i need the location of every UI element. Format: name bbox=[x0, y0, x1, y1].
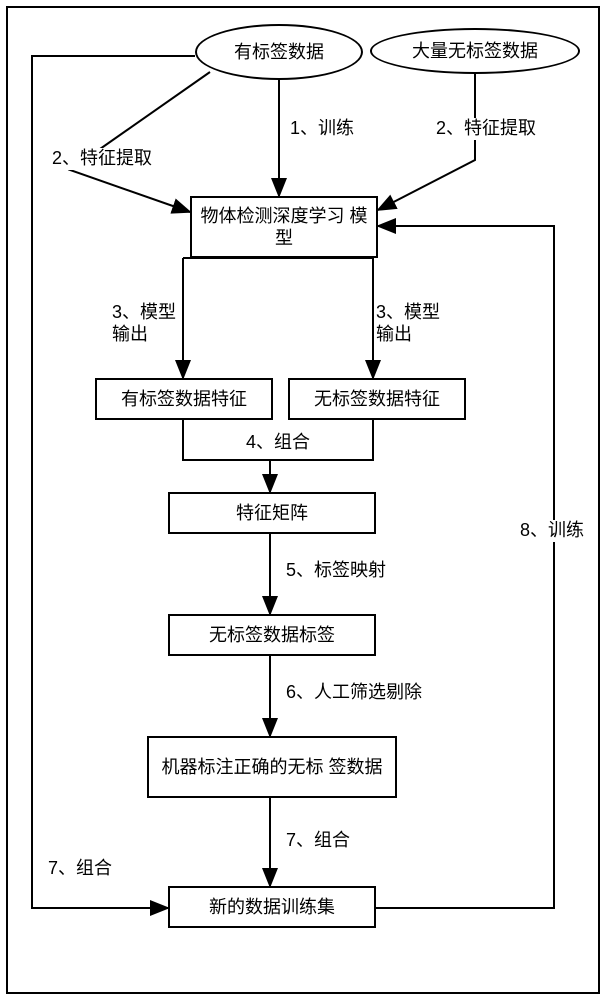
edge-label-6: 6、人工筛选剔除 bbox=[286, 682, 422, 704]
node-model: 物体检测深度学习 模型 bbox=[190, 196, 378, 258]
node-label: 特征矩阵 bbox=[236, 502, 308, 525]
edge-label-5: 5、标签映射 bbox=[286, 560, 386, 582]
edge-label-2a: 2、特征提取 bbox=[52, 148, 152, 170]
node-label: 无标签数据标签 bbox=[209, 624, 335, 647]
edge-label-3b: 3、模型 输出 bbox=[376, 302, 440, 345]
node-unlabeled-lbl: 无标签数据标签 bbox=[168, 614, 376, 656]
node-unlabeled-data: 大量无标签数据 bbox=[370, 28, 580, 74]
node-label: 机器标注正确的无标 签数据 bbox=[162, 756, 383, 779]
edge-label-1: 1、训练 bbox=[290, 118, 354, 140]
node-new-dataset: 新的数据训练集 bbox=[168, 886, 376, 928]
edge-label-2b: 2、特征提取 bbox=[436, 118, 536, 140]
node-label: 物体检测深度学习 模型 bbox=[196, 205, 372, 250]
edge-label-8: 8、训练 bbox=[520, 520, 584, 542]
node-feat-matrix: 特征矩阵 bbox=[168, 492, 376, 534]
edge-label-4: 4、组合 bbox=[246, 432, 310, 454]
edge-label-7b: 7、组合 bbox=[48, 858, 112, 880]
node-labeled-feat: 有标签数据特征 bbox=[95, 378, 273, 420]
node-labeled-data: 有标签数据 bbox=[195, 24, 363, 80]
node-unlabeled-feat: 无标签数据特征 bbox=[288, 378, 466, 420]
edge-label-3a: 3、模型 输出 bbox=[112, 302, 176, 345]
edge-label-7a: 7、组合 bbox=[286, 830, 350, 852]
node-correct-data: 机器标注正确的无标 签数据 bbox=[147, 736, 397, 798]
node-label: 新的数据训练集 bbox=[209, 896, 335, 919]
node-label: 无标签数据特征 bbox=[314, 388, 440, 411]
node-label: 有标签数据 bbox=[234, 41, 324, 64]
node-label: 大量无标签数据 bbox=[412, 40, 538, 63]
node-label: 有标签数据特征 bbox=[121, 388, 247, 411]
